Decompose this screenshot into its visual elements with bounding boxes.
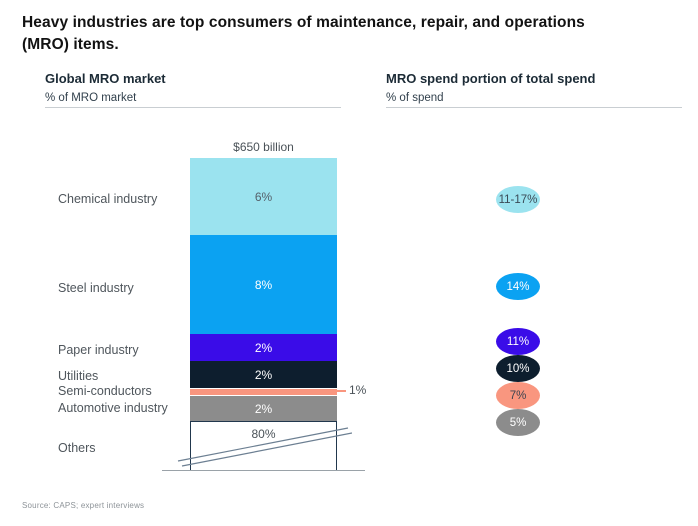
bar-segment-chemical: 6% bbox=[190, 158, 337, 235]
bar-segment-paper-value: 2% bbox=[254, 340, 273, 355]
bar-segment-utilities-value: 2% bbox=[254, 367, 273, 382]
right-panel-divider bbox=[386, 107, 682, 108]
spend-bubble-utilities-value: 10% bbox=[506, 362, 530, 375]
bar-segment-paper: 2% bbox=[190, 334, 337, 361]
bar-segment-steel-value: 8% bbox=[254, 277, 273, 292]
spend-bubble-utilities: 10% bbox=[496, 355, 540, 382]
semiconductors-callout-dash bbox=[337, 390, 346, 392]
spend-bubble-chemical: 11-17% bbox=[496, 186, 540, 213]
left-panel-subtitle: % of MRO market bbox=[45, 92, 137, 104]
spend-bubble-semiconductors: 7% bbox=[496, 382, 540, 409]
spend-bubble-paper-value: 11% bbox=[506, 335, 530, 348]
category-label-semiconductors: Semi-conductors bbox=[58, 384, 152, 398]
bar-total-label: $650 billion bbox=[233, 140, 294, 154]
axis-break-lines bbox=[177, 427, 352, 467]
page-title-line2: (MRO) items. bbox=[22, 36, 119, 53]
right-panel-header: MRO spend portion of total spend % of sp… bbox=[386, 70, 682, 106]
spend-bubble-steel-value: 14% bbox=[506, 280, 530, 293]
category-label-others: Others bbox=[58, 441, 96, 455]
spend-bubble-steel: 14% bbox=[496, 273, 540, 300]
bar-segment-others-value: 80% bbox=[251, 427, 276, 441]
category-label-automotive: Automotive industry bbox=[58, 401, 168, 415]
category-label-steel: Steel industry bbox=[58, 281, 134, 295]
spend-bubble-paper: 11% bbox=[496, 328, 540, 355]
left-panel-header: Global MRO market % of MRO market bbox=[45, 70, 341, 106]
left-panel-divider bbox=[45, 107, 341, 108]
bar-segment-chemical-value: 6% bbox=[254, 189, 273, 204]
bar-segment-semiconductors bbox=[190, 389, 337, 395]
spend-bubble-semiconductors-value: 7% bbox=[509, 389, 527, 402]
left-panel-title: Global MRO market bbox=[45, 71, 166, 86]
category-label-chemical: Chemical industry bbox=[58, 192, 158, 206]
page-title-line1: Heavy industries are top consumers of ma… bbox=[22, 14, 585, 31]
source-note: Source: CAPS; expert interviews bbox=[22, 501, 145, 510]
baseline-axis bbox=[162, 470, 365, 471]
category-label-paper: Paper industry bbox=[58, 343, 139, 357]
right-panel-subtitle: % of spend bbox=[386, 92, 444, 104]
bar-segment-automotive-value: 2% bbox=[254, 401, 273, 416]
bar-segment-automotive: 2% bbox=[190, 396, 337, 421]
bar-segment-steel: 8% bbox=[190, 235, 337, 334]
spend-bubble-chemical-value: 11-17% bbox=[498, 193, 538, 206]
spend-bubble-automotive: 5% bbox=[496, 409, 540, 436]
right-panel-title: MRO spend portion of total spend bbox=[386, 71, 596, 86]
bar-segment-utilities: 2% bbox=[190, 361, 337, 388]
semiconductors-callout-value: 1% bbox=[349, 383, 367, 397]
category-label-utilities: Utilities bbox=[58, 369, 99, 383]
page-title: Heavy industries are top consumers of ma… bbox=[22, 12, 690, 56]
spend-bubble-automotive-value: 5% bbox=[509, 416, 527, 429]
bar-segment-others: 80% bbox=[190, 421, 337, 471]
